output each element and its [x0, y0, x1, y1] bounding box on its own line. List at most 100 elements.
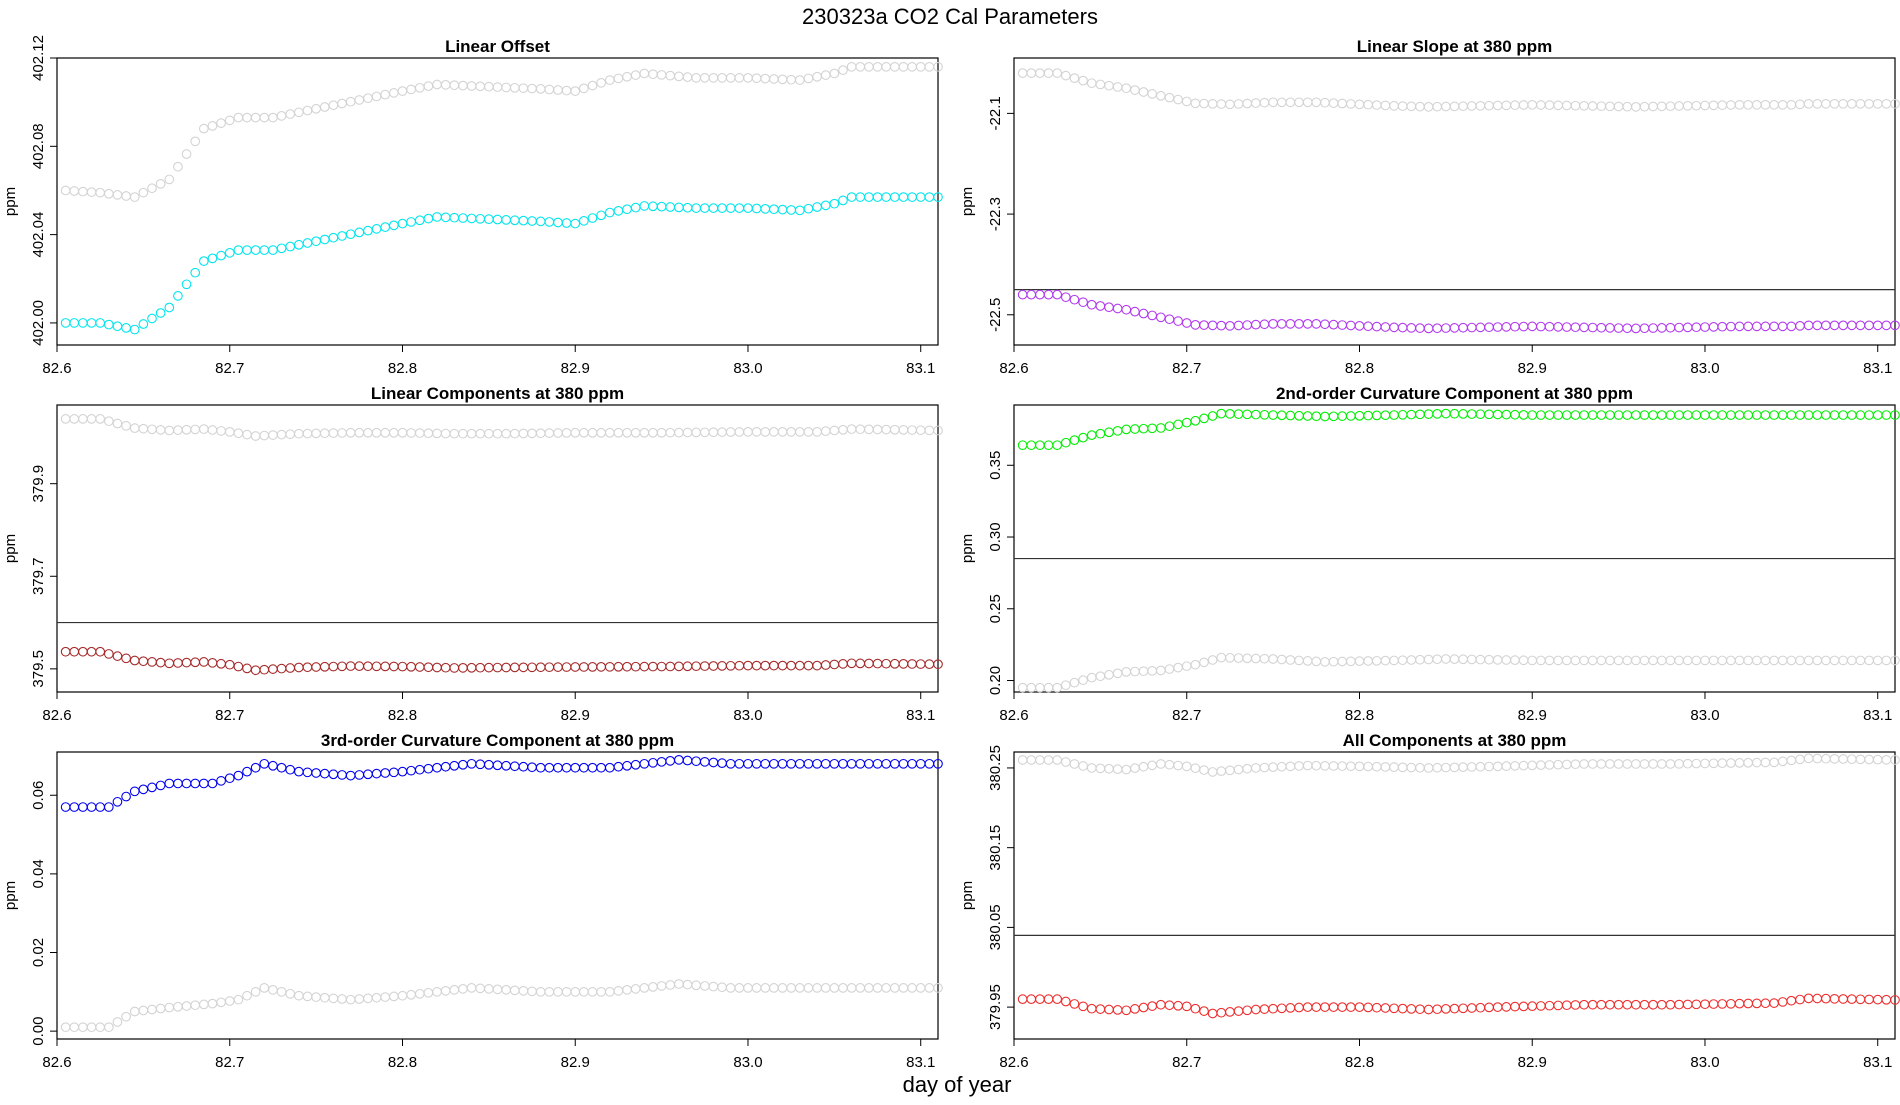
series-2 — [60, 755, 943, 812]
data-point — [1259, 762, 1270, 773]
data-point — [423, 81, 434, 91]
data-point — [656, 427, 667, 438]
data-point — [371, 661, 382, 672]
data-point — [1346, 411, 1356, 421]
data-point — [1216, 766, 1227, 776]
data-point — [458, 984, 468, 994]
data-point — [1380, 410, 1391, 421]
panel-title: All Components at 380 ppm — [1343, 731, 1567, 750]
data-point — [371, 91, 382, 102]
y-tick-label: 402.08 — [30, 123, 47, 169]
data-point — [492, 760, 503, 771]
data-point — [1060, 292, 1071, 303]
data-point — [1605, 655, 1615, 666]
data-point — [129, 655, 140, 666]
data-point — [1527, 655, 1538, 666]
data-point — [1078, 761, 1088, 771]
data-point — [1527, 1001, 1538, 1012]
data-point — [1138, 87, 1149, 97]
y-tick-label: 0.30 — [987, 522, 1004, 551]
data-point — [1795, 754, 1805, 765]
data-point — [1700, 322, 1710, 332]
data-point — [466, 213, 477, 224]
data-point — [1130, 763, 1140, 773]
data-point — [699, 203, 710, 213]
data-point — [864, 658, 874, 669]
data-point — [743, 758, 753, 769]
data-point — [1613, 999, 1624, 1010]
data-point — [1864, 994, 1874, 1005]
data-point — [769, 758, 779, 769]
data-point — [1872, 754, 1883, 765]
data-point — [743, 660, 753, 671]
data-point — [1363, 761, 1373, 772]
data-point — [604, 762, 615, 773]
data-point — [622, 427, 632, 438]
data-point — [1579, 999, 1589, 1010]
data-point — [1346, 761, 1356, 772]
data-point — [1173, 662, 1183, 673]
data-point — [579, 762, 589, 773]
data-point — [1432, 1004, 1443, 1015]
data-point — [812, 71, 822, 82]
data-point — [717, 203, 727, 213]
data-point — [794, 205, 805, 216]
data-point — [907, 61, 917, 72]
data-point — [1104, 427, 1114, 438]
data-point — [1259, 319, 1270, 330]
data-point — [1881, 410, 1892, 420]
data-point — [112, 321, 123, 332]
data-point — [898, 192, 909, 202]
data-point — [1561, 410, 1572, 420]
data-point — [1579, 759, 1589, 769]
data-point — [311, 768, 321, 778]
data-point — [1069, 999, 1080, 1009]
data-point — [449, 428, 460, 439]
data-point — [337, 994, 347, 1004]
data-point — [1035, 68, 1045, 78]
data-point — [1138, 1002, 1149, 1013]
data-point — [293, 428, 304, 439]
data-point — [1363, 1002, 1373, 1013]
data-point — [691, 73, 702, 83]
data-point — [751, 426, 762, 437]
data-point — [1423, 763, 1434, 773]
data-point — [302, 767, 313, 778]
data-point — [838, 195, 848, 206]
data-point — [544, 762, 555, 773]
data-point — [78, 318, 88, 328]
data-point — [337, 661, 347, 672]
data-point — [1579, 100, 1589, 111]
data-point — [328, 661, 339, 672]
data-point — [389, 991, 399, 1002]
data-point — [544, 428, 555, 438]
data-point — [207, 121, 218, 131]
data-point — [1397, 655, 1408, 666]
data-point — [112, 1017, 123, 1027]
y-tick-label: -22.5 — [987, 298, 1004, 332]
data-point — [829, 68, 840, 79]
data-point — [1466, 409, 1477, 419]
data-point — [458, 759, 468, 770]
data-point — [872, 424, 883, 435]
data-point — [466, 428, 477, 439]
data-point — [1777, 99, 1788, 110]
data-point — [1803, 993, 1814, 1004]
data-point — [889, 758, 900, 769]
data-point — [1035, 289, 1045, 300]
data-point — [1268, 1003, 1278, 1014]
data-point — [1466, 654, 1477, 665]
data-point — [639, 201, 650, 211]
data-point — [1155, 423, 1166, 433]
data-point — [751, 73, 762, 84]
data-point — [380, 992, 391, 1002]
data-point — [1216, 652, 1227, 663]
data-point — [1423, 323, 1434, 334]
data-point — [579, 427, 589, 438]
data-point — [138, 656, 149, 667]
series-2 — [60, 646, 943, 676]
data-point — [1700, 100, 1710, 111]
data-point — [1510, 321, 1520, 332]
data-point — [1587, 101, 1598, 111]
panel-title: 3rd-order Curvature Component at 380 ppm — [321, 731, 674, 750]
